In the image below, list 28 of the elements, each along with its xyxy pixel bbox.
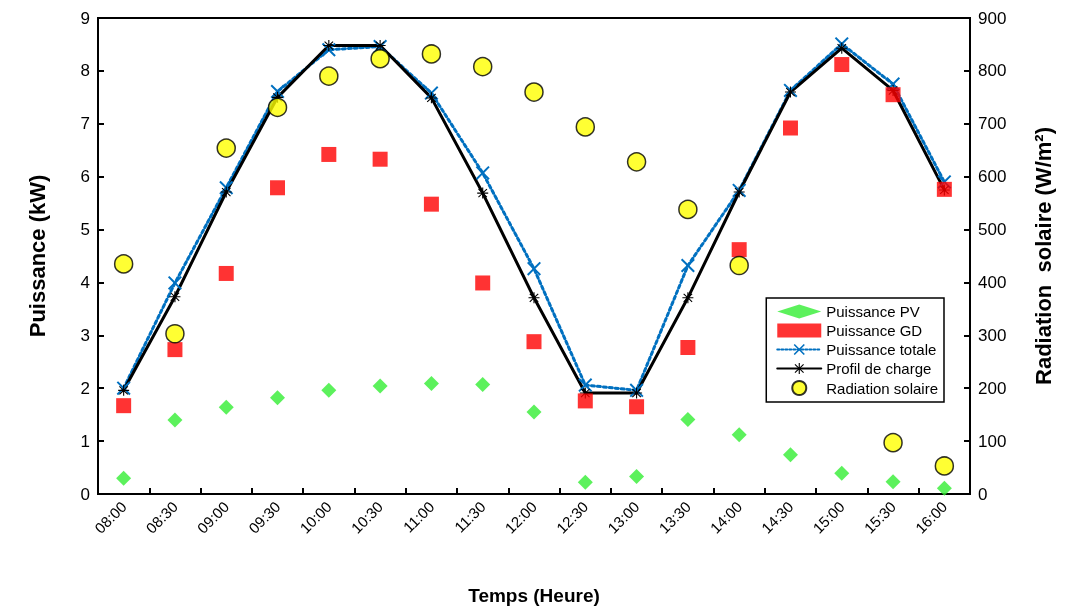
y-tick-label: 4 <box>80 272 90 292</box>
y-tick-label: 3 <box>80 325 90 345</box>
y2-tick-label: 900 <box>978 8 1007 28</box>
x-axis-title: Temps (Heure) <box>468 585 600 606</box>
y2-tick-label: 100 <box>978 431 1007 451</box>
y-axis-title: Puissance (kW) <box>24 174 50 338</box>
legend-label: Radiation solaire <box>826 379 938 397</box>
y2-axis-title: Radiation solaire (W/m²) <box>1030 127 1056 385</box>
y-tick-label: 2 <box>80 378 90 398</box>
y2-tick-label: 500 <box>978 220 1007 240</box>
legend-label: Puissance GD <box>826 322 923 339</box>
y-tick-label: 0 <box>80 484 90 504</box>
legend-label: Profil de charge <box>826 360 932 377</box>
y2-tick-label: 200 <box>978 378 1007 398</box>
y-tick-label: 8 <box>80 61 90 81</box>
y-tick-label: 5 <box>80 220 90 240</box>
legend-label: Puissance PV <box>826 303 920 320</box>
y2-tick-label: 800 <box>978 61 1007 81</box>
legend-label: Puissance totale <box>826 341 937 358</box>
y-tick-label: 7 <box>80 114 90 134</box>
y2-tick-label: 300 <box>978 325 1007 345</box>
y-tick-label: 9 <box>80 8 90 28</box>
y2-tick-label: 700 <box>978 114 1007 134</box>
y2-tick-label: 600 <box>978 167 1007 187</box>
y2-tick-label: 0 <box>978 484 988 504</box>
y2-tick-label: 400 <box>978 272 1007 292</box>
y-tick-label: 6 <box>80 167 90 187</box>
y-tick-label: 1 <box>80 431 90 451</box>
